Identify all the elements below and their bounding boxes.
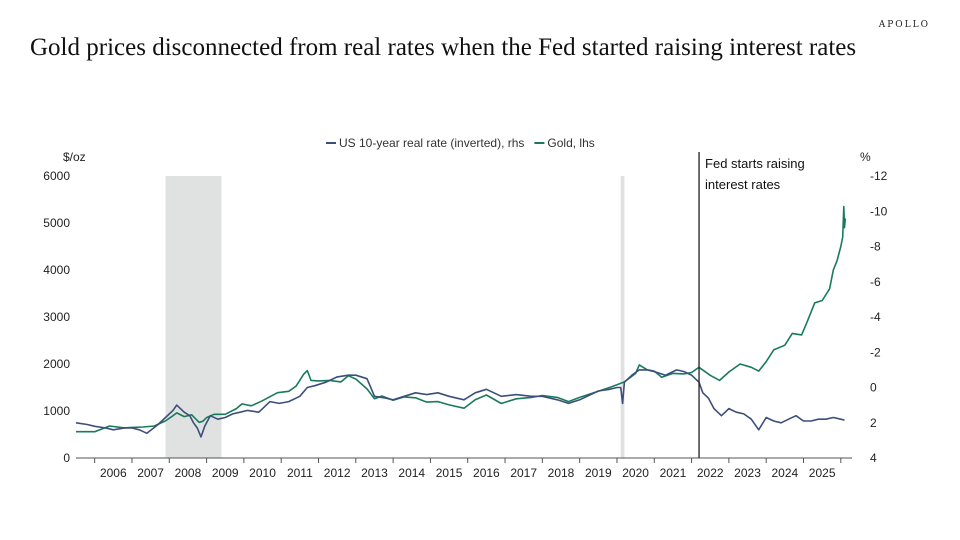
x-tick-label: 2008 <box>175 466 202 480</box>
right-tick-label: -6 <box>870 275 881 289</box>
left-tick-label: 4000 <box>43 263 70 277</box>
x-tick-label: 2025 <box>809 466 836 480</box>
left-axis-unit: $/oz <box>63 150 86 164</box>
real-rate-line <box>75 369 845 438</box>
x-tick-label: 2019 <box>585 466 612 480</box>
left-tick-label: 3000 <box>43 310 70 324</box>
legend-label: US 10-year real rate (inverted), rhs <box>339 136 524 150</box>
x-tick-label: 2021 <box>660 466 687 480</box>
x-tick-label: 2015 <box>436 466 463 480</box>
x-tick-label: 2016 <box>473 466 500 480</box>
annotation-text: Fed starts raising <box>705 156 805 171</box>
right-tick-label: 0 <box>870 381 877 395</box>
x-tick-label: 2009 <box>212 466 239 480</box>
right-tick-label: -10 <box>870 204 888 218</box>
right-tick-label: 4 <box>870 451 877 465</box>
x-tick-label: 2006 <box>100 466 127 480</box>
recession-band <box>620 176 625 458</box>
x-tick-label: 2022 <box>697 466 724 480</box>
x-tick-label: 2012 <box>324 466 351 480</box>
x-tick-label: 2018 <box>548 466 575 480</box>
x-tick-label: 2011 <box>287 466 313 480</box>
right-tick-label: 2 <box>870 416 877 430</box>
right-tick-label: -4 <box>870 310 881 324</box>
gold-price-line <box>76 205 847 433</box>
right-tick-label: -12 <box>870 169 888 183</box>
right-axis-unit: % <box>860 150 871 164</box>
left-tick-label: 2000 <box>43 357 70 371</box>
recession-band <box>165 176 222 458</box>
x-tick-label: 2023 <box>734 466 761 480</box>
right-tick-label: -8 <box>870 240 881 254</box>
x-tick-label: 2017 <box>510 466 537 480</box>
page-title: Gold prices disconnected from real rates… <box>30 34 857 61</box>
left-tick-label: 0 <box>63 451 70 465</box>
x-tick-label: 2013 <box>361 466 388 480</box>
left-tick-label: 6000 <box>43 169 70 183</box>
right-tick-label: -2 <box>870 345 881 359</box>
x-tick-label: 2020 <box>622 466 649 480</box>
brand-logo: APOLLO <box>878 20 930 30</box>
legend-label: Gold, lhs <box>547 136 594 150</box>
x-tick-label: 2014 <box>398 466 425 480</box>
x-tick-label: 2007 <box>137 466 164 480</box>
x-tick-label: 2024 <box>771 466 798 480</box>
left-tick-label: 5000 <box>43 216 70 230</box>
x-tick-label: 2010 <box>249 466 276 480</box>
annotation-text: interest rates <box>705 177 781 192</box>
left-tick-label: 1000 <box>43 404 70 418</box>
